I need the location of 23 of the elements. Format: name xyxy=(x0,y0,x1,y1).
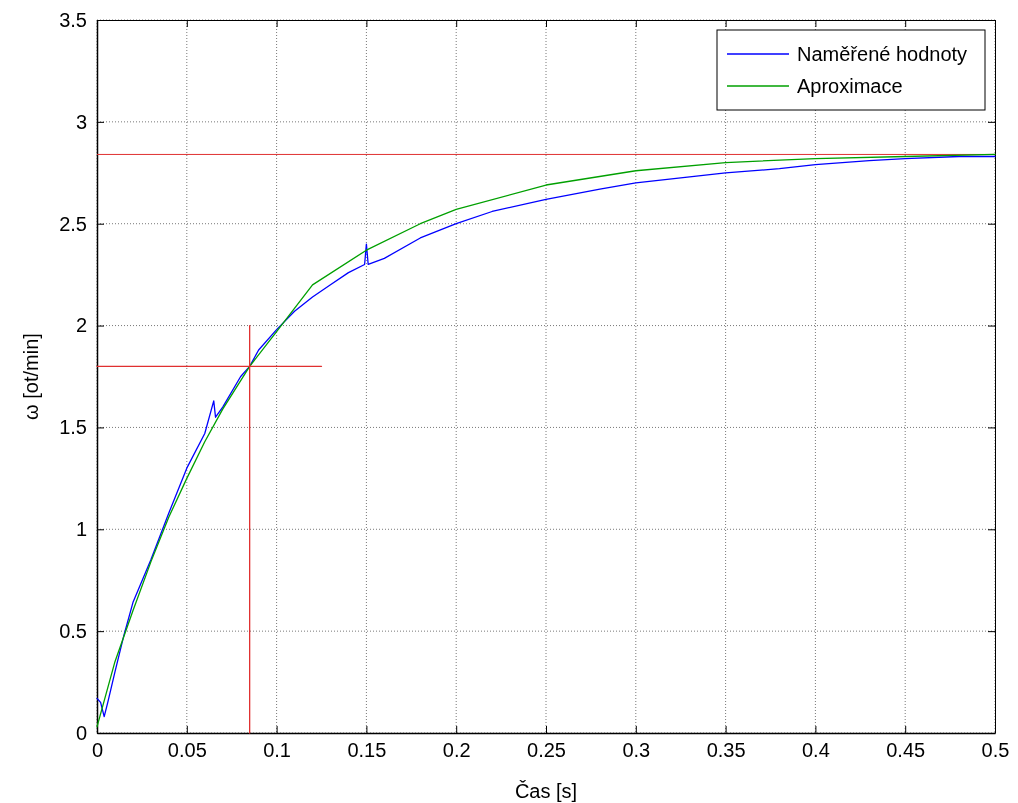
y-tick-label: 1 xyxy=(75,518,87,541)
x-tick-label: 0.3 xyxy=(622,739,651,762)
x-axis-title: Čas [s] xyxy=(514,780,578,802)
y-tick-label: 1.5 xyxy=(59,416,87,439)
x-tick-label: 0.2 xyxy=(442,739,471,762)
x-tick-label: 0.4 xyxy=(801,739,830,762)
x-tick-label: 0.45 xyxy=(886,739,926,762)
x-tick-label: 0.5 xyxy=(981,739,1010,762)
x-tick-label: 0 xyxy=(91,739,104,762)
y-tick-label: 3 xyxy=(75,110,87,133)
y-tick-label: 0.5 xyxy=(59,620,87,643)
x-tick-label: 0.15 xyxy=(347,739,387,762)
x-tick-label: 0.25 xyxy=(527,739,566,762)
y-axis-title: ω [ot/min] xyxy=(20,333,42,420)
legend-label: Naměřené hodnoty xyxy=(797,43,968,65)
legend-label: Aproximace xyxy=(797,75,903,97)
y-tick-label: 0 xyxy=(75,721,87,744)
x-tick-label: 0.05 xyxy=(167,739,207,762)
y-tick-label: 2.5 xyxy=(59,212,87,235)
y-tick-label: 3.5 xyxy=(59,8,87,31)
x-tick-label: 0.1 xyxy=(263,739,292,762)
y-tick-label: 2 xyxy=(75,314,87,337)
x-tick-label: 0.35 xyxy=(706,739,746,762)
